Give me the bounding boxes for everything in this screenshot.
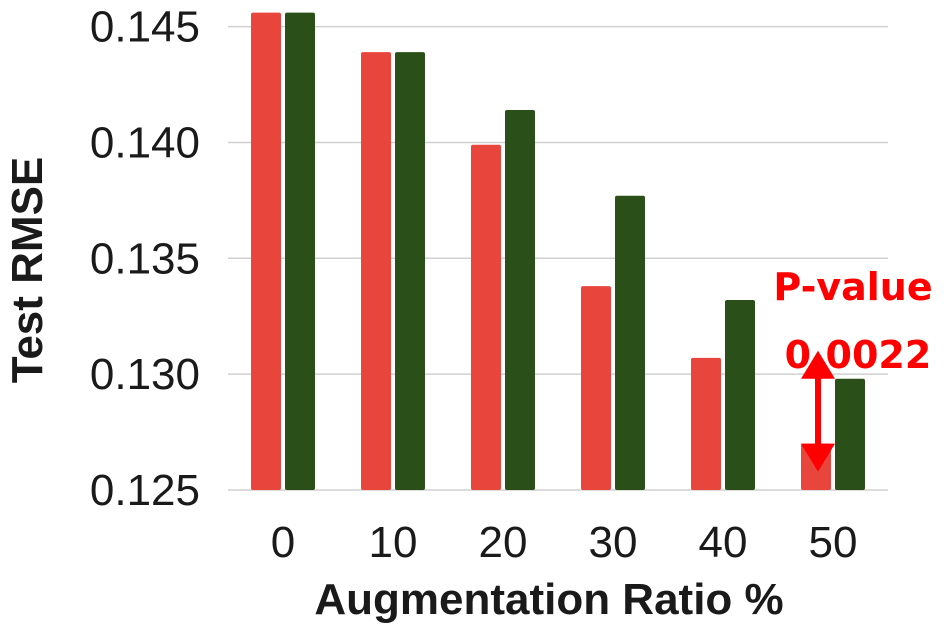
bar-series-2 xyxy=(505,110,535,490)
bar-series-1 xyxy=(691,357,721,490)
bar-series-1 xyxy=(361,52,391,490)
bars xyxy=(251,12,865,491)
bar-series-2 xyxy=(835,378,865,490)
x-tick-label: 30 xyxy=(589,518,638,567)
gridlines xyxy=(228,25,888,491)
x-tick-label: 50 xyxy=(809,518,858,567)
x-tick-label: 40 xyxy=(699,518,748,567)
y-tick-label: 0.125 xyxy=(90,466,200,515)
y-tick-label: 0.140 xyxy=(90,118,200,167)
x-axis-ticks: 0 10 20 30 40 50 xyxy=(271,518,858,567)
x-tick-label: 10 xyxy=(369,518,418,567)
arrow-head-up xyxy=(801,350,835,379)
bar-series-2 xyxy=(285,12,315,491)
y-tick-label: 0.145 xyxy=(90,3,200,52)
bar-series-1 xyxy=(581,286,611,490)
x-tick-label: 0 xyxy=(271,518,295,567)
bar-series-2 xyxy=(725,300,755,490)
y-axis-title: Test RMSE xyxy=(3,157,52,384)
x-axis-title: Augmentation Ratio % xyxy=(314,575,783,624)
bar-series-2 xyxy=(395,52,425,490)
y-tick-label: 0.130 xyxy=(90,350,200,399)
p-value-annotation: P-value 0.0022 xyxy=(773,265,933,472)
bar-series-1 xyxy=(251,12,281,491)
y-tick-label: 0.135 xyxy=(90,234,200,283)
arrow-head-down xyxy=(801,443,835,472)
bar-series-2 xyxy=(615,195,645,491)
p-value-label: P-value xyxy=(773,265,932,309)
x-tick-label: 20 xyxy=(479,518,528,567)
y-axis-ticks: 0.125 0.130 0.135 0.140 0.145 xyxy=(90,3,200,515)
bar-series-1 xyxy=(471,144,501,490)
